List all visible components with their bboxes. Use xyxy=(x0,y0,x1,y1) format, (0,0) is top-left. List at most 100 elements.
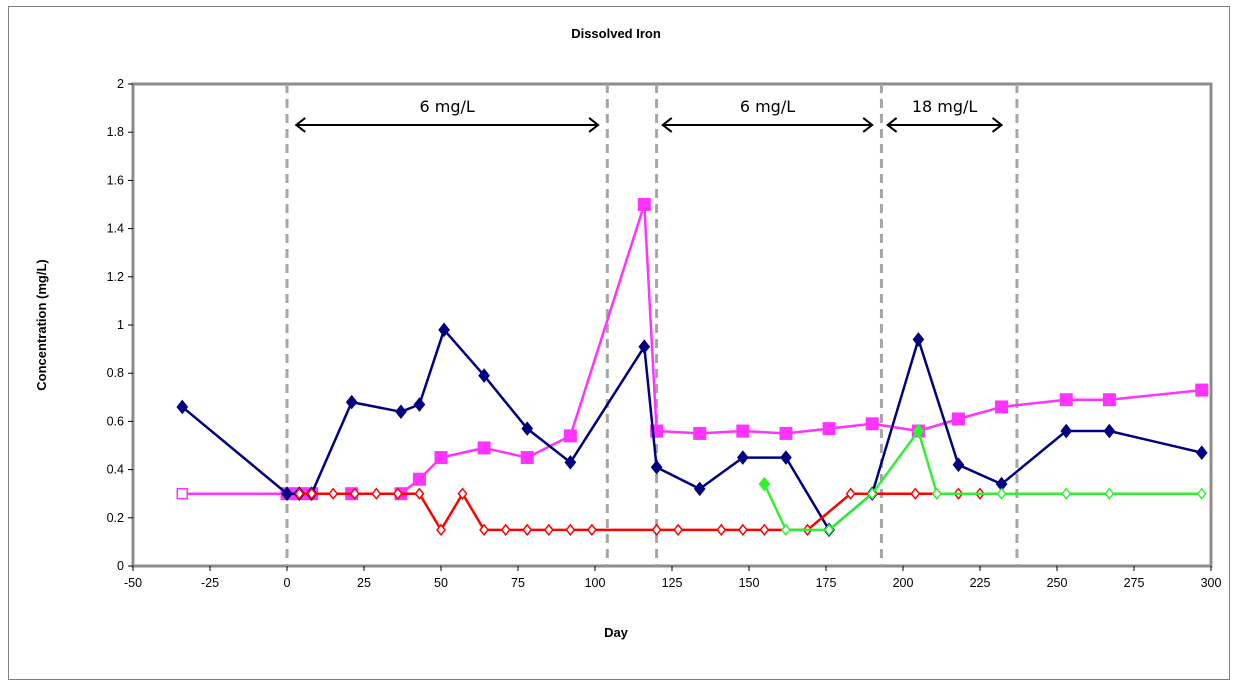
data-point xyxy=(522,523,533,537)
x-tick-label: 200 xyxy=(893,576,914,590)
y-tick-label: 0.8 xyxy=(107,366,124,380)
data-point xyxy=(349,487,360,500)
data-point xyxy=(737,523,748,537)
data-point xyxy=(736,424,750,438)
data-point xyxy=(638,339,651,354)
data-point xyxy=(436,523,446,537)
data-point xyxy=(371,487,382,500)
data-point xyxy=(758,476,771,492)
x-tick-label: 250 xyxy=(1047,576,1068,590)
data-point xyxy=(912,423,925,439)
annotation-arrowhead-right xyxy=(588,117,600,133)
data-point xyxy=(1060,423,1073,439)
chart-frame xyxy=(8,6,1230,680)
x-tick-label: 50 xyxy=(434,576,448,590)
data-point xyxy=(392,487,403,500)
annotation-arrowhead-right xyxy=(862,117,874,133)
data-point xyxy=(952,457,965,473)
data-point xyxy=(294,487,305,500)
data-point xyxy=(650,459,663,475)
x-tick-label: 300 xyxy=(1201,576,1222,590)
reference-lines xyxy=(285,84,1019,566)
y-tick-label: 1 xyxy=(117,318,124,332)
data-point xyxy=(867,487,878,500)
x-tick-label: 100 xyxy=(585,576,606,590)
series-line xyxy=(181,328,1203,532)
data-point xyxy=(457,487,468,500)
x-tick-label: -50 xyxy=(124,576,142,590)
data-point xyxy=(434,451,448,465)
annotation-arrowhead-left xyxy=(294,117,306,133)
y-tick-label: 1.8 xyxy=(107,125,124,139)
annotations: 6 mg/L 6 mg/L 18 mg/L xyxy=(294,97,1004,133)
data-point xyxy=(565,523,576,537)
data-point xyxy=(637,198,651,211)
x-tick-label: 125 xyxy=(662,576,683,590)
data-point xyxy=(413,397,426,412)
data-point xyxy=(438,322,450,338)
data-point xyxy=(586,523,597,537)
data-point xyxy=(1196,487,1207,500)
data-point xyxy=(520,451,534,465)
data-point xyxy=(176,487,189,500)
y-tick-label: 2 xyxy=(117,77,124,91)
data-point xyxy=(412,472,426,486)
annotation-arrowhead-left xyxy=(661,117,673,133)
data-point xyxy=(651,523,662,537)
data-point xyxy=(479,523,490,537)
chart-title: Dissolved Iron xyxy=(571,26,661,41)
data-point xyxy=(759,523,770,537)
data-point xyxy=(845,487,856,500)
data-point xyxy=(345,394,358,410)
series-layer xyxy=(176,198,1209,538)
data-point xyxy=(563,429,577,443)
data-point xyxy=(780,450,792,465)
annotation-label: 6 mg/L xyxy=(740,97,795,116)
data-point xyxy=(1195,383,1209,397)
x-tick-label: 175 xyxy=(816,576,837,590)
data-point xyxy=(395,404,407,420)
data-point xyxy=(780,523,791,537)
x-tick-label: 0 xyxy=(284,576,291,590)
data-point xyxy=(736,450,749,465)
x-tick-label: -25 xyxy=(201,576,219,590)
data-point xyxy=(931,487,942,500)
y-tick-label: 1.2 xyxy=(107,270,124,284)
data-point xyxy=(910,487,921,500)
data-point xyxy=(716,523,727,537)
annotation-label: 18 mg/L xyxy=(912,97,978,116)
data-point xyxy=(328,487,339,500)
data-point xyxy=(1103,423,1116,439)
series-line xyxy=(763,429,1202,532)
data-point xyxy=(564,455,577,470)
data-point xyxy=(693,426,707,440)
data-point xyxy=(1059,393,1073,407)
data-point xyxy=(865,417,879,431)
data-point xyxy=(477,441,491,455)
data-point xyxy=(478,368,490,383)
data-point xyxy=(824,523,835,537)
data-point xyxy=(673,523,684,537)
data-point xyxy=(281,486,293,502)
x-tick-label: 25 xyxy=(357,576,371,590)
data-point xyxy=(543,523,554,537)
data-point xyxy=(779,426,793,440)
data-point xyxy=(996,487,1007,500)
y-tick-label: 0.4 xyxy=(107,463,124,477)
annotation-arrowhead-right xyxy=(991,117,1004,133)
axis-ticks: -50 -25 0 25 50 75 100 125 150 175 200 225 250 275 300… xyxy=(107,77,1222,590)
y-tick-label: 1.6 xyxy=(107,173,124,187)
y-tick-label: 0 xyxy=(117,559,124,573)
data-point xyxy=(414,487,425,500)
y-axis-label: Concentration (mg/L) xyxy=(34,259,49,390)
annotation-label: 6 mg/L xyxy=(420,97,475,116)
data-point xyxy=(822,422,836,436)
x-tick-label: 225 xyxy=(970,576,991,590)
y-tick-label: 0.2 xyxy=(107,511,124,525)
x-axis-label: Day xyxy=(604,625,629,640)
data-point xyxy=(500,523,511,537)
annotation-arrowhead-left xyxy=(885,117,898,133)
x-tick-label: 75 xyxy=(511,576,525,590)
data-point xyxy=(1102,393,1116,407)
